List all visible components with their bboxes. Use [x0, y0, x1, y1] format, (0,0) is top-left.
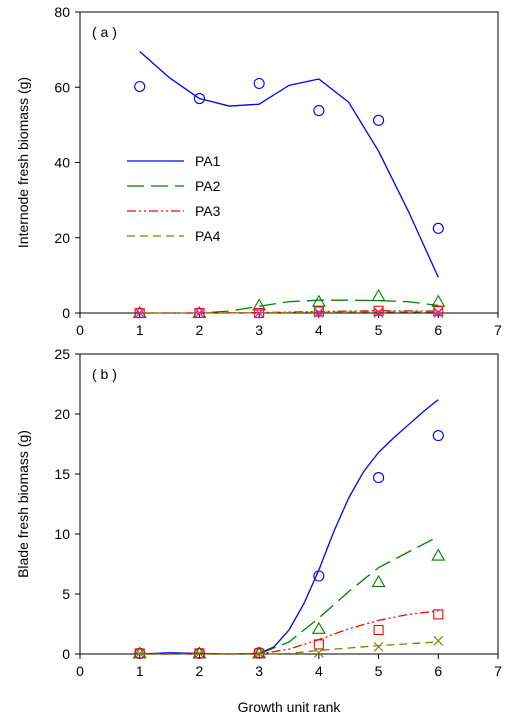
x-tick-label: 0	[76, 322, 84, 338]
y-tick-label: 20	[54, 406, 70, 422]
data-point-pa3	[313, 306, 324, 317]
extra-markers	[134, 308, 444, 318]
data-point-pa1	[313, 105, 325, 117]
series-pa4	[134, 306, 444, 318]
data-point-pa1	[432, 222, 444, 234]
series-line-pa1	[139, 399, 439, 655]
y-tick-label: 0	[62, 305, 70, 321]
y-tick-label: 25	[54, 346, 70, 362]
series-pa3	[134, 609, 444, 659]
data-point-pa2	[311, 621, 326, 634]
data-point-pa2	[311, 294, 326, 307]
data-point-pa3	[433, 306, 444, 317]
data-point-pa4	[194, 648, 205, 659]
x-tick-label: 1	[136, 322, 144, 338]
data-point-pa1	[313, 570, 325, 582]
x-tick-label: 4	[315, 322, 323, 338]
data-point-pa4	[313, 647, 324, 658]
data-point-pa2	[431, 548, 446, 561]
data-point-extra	[433, 308, 444, 318]
x-tick-label: 1	[136, 663, 144, 679]
y-tick-label: 60	[54, 79, 70, 95]
y-tick-label: 15	[54, 466, 70, 482]
x-tick-label: 5	[375, 663, 383, 679]
y-tick-label: 10	[54, 526, 70, 542]
data-point-extra	[134, 308, 145, 318]
chart-panel-a: 0 1 2 3 4 5 6 7 0 20 40 60 80 Internode fresh biomass…	[15, 4, 502, 338]
data-point-pa4	[373, 306, 384, 317]
series-pa2	[132, 535, 446, 659]
data-point-extra	[313, 308, 324, 318]
y-tick-label: 80	[54, 4, 70, 20]
series-line-pa2	[139, 299, 439, 314]
data-point-pa1	[193, 92, 205, 105]
data-point-pa3	[313, 639, 324, 650]
y-axis-title: Blade fresh biomass (g)	[15, 430, 31, 578]
legend-label-pa1: PA1	[195, 153, 221, 169]
data-point-pa2	[252, 298, 267, 311]
series-line-pa2	[139, 535, 439, 655]
data-point-pa4	[433, 306, 444, 317]
data-point-pa2	[371, 574, 386, 588]
plot-frame	[79, 353, 499, 655]
x-tick-label: 3	[255, 663, 263, 679]
data-point-pa3	[373, 305, 384, 316]
chart-panel-b: 0 1 2 3 4 5 6 7 0 5 10 15 20 25 Blade fresh biomass (g…	[15, 346, 502, 715]
x-tick-label: 3	[255, 322, 263, 338]
series-pa3	[134, 305, 444, 319]
x-tick-label: 0	[76, 663, 84, 679]
data-point-extra	[194, 308, 205, 318]
data-point-pa3	[433, 609, 444, 620]
x-tick-label: 6	[434, 322, 442, 338]
series-line-pa3	[139, 610, 439, 655]
data-point-pa1	[432, 430, 444, 442]
x-tick-label: 5	[375, 322, 383, 338]
x-tick-label: 6	[434, 663, 442, 679]
y-axis-title: Internode fresh biomass (g)	[15, 77, 31, 248]
panel-label: ( a )	[92, 24, 117, 40]
x-tick-label: 2	[196, 322, 204, 338]
series-pa4	[134, 635, 444, 659]
panel-label: ( b )	[92, 366, 117, 382]
legend-label-pa3: PA3	[195, 203, 221, 219]
y-tick-label: 5	[62, 586, 70, 602]
x-tick-label: 7	[494, 322, 502, 338]
data-point-extra	[254, 308, 265, 318]
series-pa1	[134, 399, 444, 659]
y-tick-label: 20	[54, 230, 70, 246]
series-pa1	[134, 51, 444, 278]
data-point-pa4	[373, 641, 384, 652]
data-point-pa4	[433, 635, 444, 646]
data-point-pa1	[373, 114, 385, 126]
data-point-extra	[373, 308, 384, 318]
plot-frame	[79, 11, 499, 314]
data-point-pa1	[253, 77, 265, 90]
x-axis-title: Growth unit rank	[238, 699, 342, 715]
x-tick-label: 4	[315, 663, 323, 679]
data-point-pa1	[373, 472, 385, 484]
series-line-pa4	[139, 311, 439, 314]
data-point-pa4	[134, 648, 145, 659]
series-line-pa4	[139, 641, 439, 655]
data-point-pa2	[371, 288, 386, 302]
legend-label-pa4: PA4	[195, 228, 221, 244]
data-point-pa3	[373, 624, 384, 636]
data-point-pa1	[134, 80, 146, 93]
x-tick-label: 2	[196, 663, 204, 679]
legend: PA1 PA2 PA3 PA4	[127, 153, 221, 244]
x-tick-label: 7	[494, 663, 502, 679]
series-line-pa1	[139, 51, 439, 278]
data-point-pa4	[254, 648, 265, 659]
y-tick-label: 40	[54, 155, 70, 171]
legend-label-pa2: PA2	[195, 178, 221, 194]
y-tick-label: 0	[62, 646, 70, 662]
